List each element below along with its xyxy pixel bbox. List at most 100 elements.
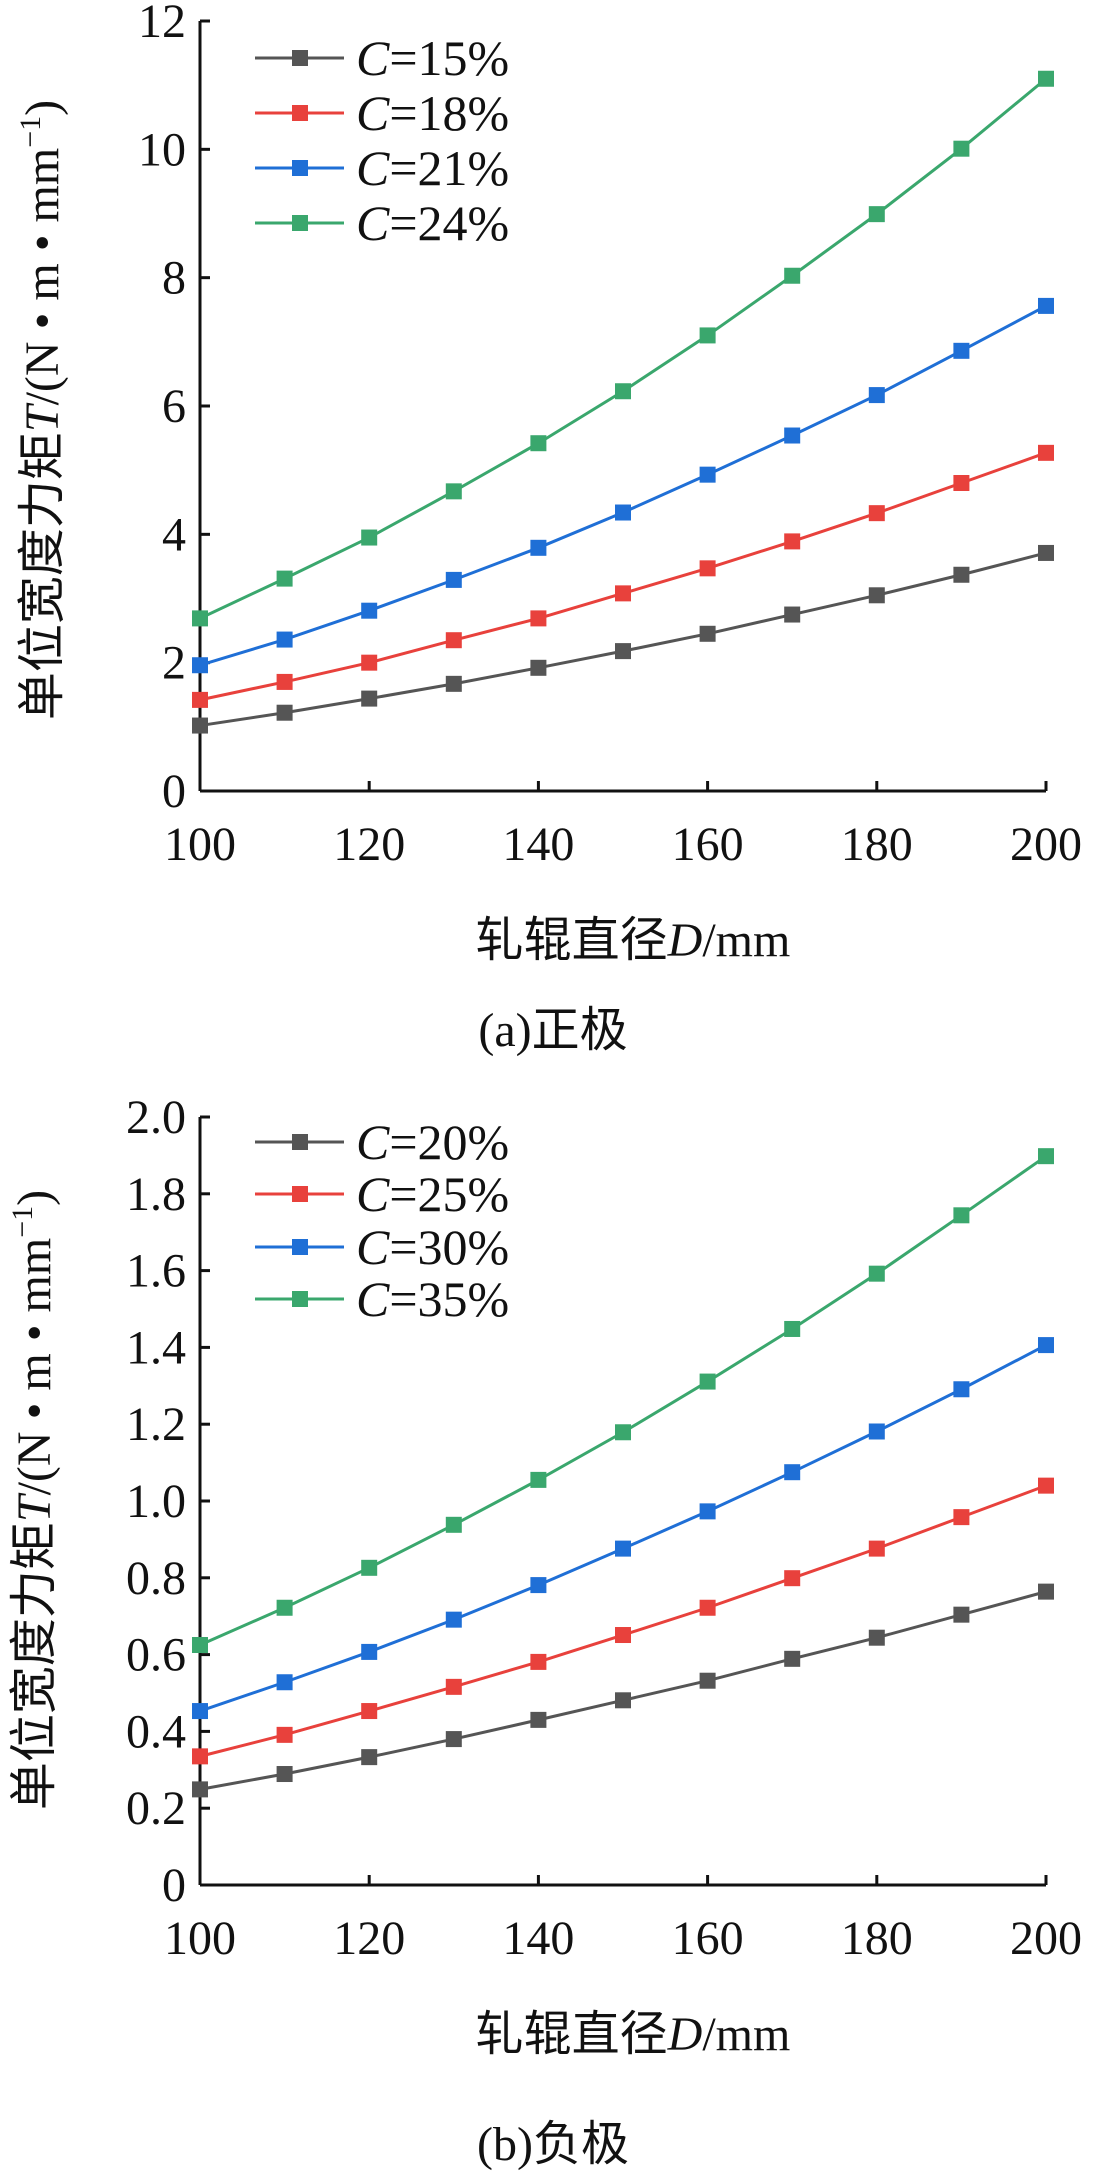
data-point (784, 533, 801, 550)
data-point (953, 566, 970, 583)
data-point (784, 267, 801, 284)
legend-value: =15% (389, 30, 509, 86)
y-axis-label-sup: −1 (14, 116, 47, 148)
x-axis-label-unit: /mm (702, 914, 790, 967)
panel-caption: (a)正极 (478, 1004, 627, 1057)
data-point (699, 1599, 716, 1616)
data-point (784, 1320, 801, 1337)
y-tick-label: 6 (162, 380, 186, 433)
chart-panel-b: 0 0.2 0.4 0.6 0.8 1.0 1.2 1.4 1.6 1.8 2.0 100 120 140… (6, 1091, 1082, 2171)
data-point (530, 1711, 547, 1728)
series-line (199, 551, 1047, 728)
x-tick-label: 100 (164, 1912, 236, 1965)
data-point (953, 1207, 970, 1224)
data-point (1038, 1583, 1054, 1600)
series-line (199, 1484, 1047, 1758)
x-axis-label-text: 轧辊直径 (476, 914, 668, 967)
data-point (784, 427, 801, 444)
legend-var: C (356, 195, 390, 251)
legend-value: =25% (389, 1166, 509, 1222)
data-point (615, 643, 631, 660)
series-C=21%: C=21% (192, 140, 1054, 674)
legend-marker (292, 1291, 308, 1307)
legend-label: C=35% (356, 1271, 509, 1327)
x-axis-label-text: 轧辊直径 (476, 2008, 668, 2061)
data-point (361, 1643, 378, 1660)
data-point (530, 610, 547, 627)
data-point (615, 383, 631, 400)
y-tick-label: 8 (162, 252, 186, 305)
y-tick-label: 1.6 (126, 1245, 186, 1298)
data-point (530, 539, 547, 556)
legend-value: =21% (389, 140, 509, 196)
data-point (361, 654, 378, 671)
data-point (615, 1627, 631, 1644)
x-tick-label: 100 (164, 818, 236, 871)
chart-panel-a: 0 2 4 6 8 10 12 100 120 140 160 180 200 轧辊直径D/mm 单位宽度力… (14, 0, 1082, 1057)
data-point (953, 1509, 970, 1526)
data-point (530, 1653, 547, 1670)
data-point (445, 675, 462, 692)
data-point (276, 704, 293, 721)
y-tick-label: 0.6 (126, 1629, 186, 1682)
data-point (192, 1637, 208, 1653)
y-tick-label: 2.0 (126, 1091, 186, 1144)
data-point (445, 1611, 462, 1628)
x-tick-label: 140 (502, 818, 574, 871)
y-axis-label: 单位宽度力矩T/(N • m • mm−1) (6, 1190, 61, 1810)
data-point (192, 691, 208, 708)
data-point (1038, 444, 1054, 461)
series-C=18%: C=18% (192, 85, 1054, 708)
data-point (615, 1424, 631, 1441)
y-tick-label: 1.4 (126, 1321, 186, 1374)
data-point (445, 1516, 462, 1533)
data-point (1038, 544, 1054, 561)
legend-label: C=15% (356, 30, 509, 86)
data-point (699, 1503, 716, 1520)
legend-label: C=30% (356, 1219, 509, 1275)
x-tick-label: 200 (1010, 1912, 1082, 1965)
data-point (615, 585, 631, 602)
legend-var: C (356, 1166, 390, 1222)
y-tick-label: 0 (162, 1859, 186, 1912)
legend-var: C (356, 30, 390, 86)
data-point (276, 1599, 293, 1616)
data-point (276, 570, 293, 587)
y-tick-label: 10 (138, 123, 186, 176)
series-line (199, 451, 1047, 702)
legend-value: =30% (389, 1219, 509, 1275)
data-point (784, 1464, 801, 1481)
data-point (361, 690, 378, 707)
data-point (868, 1423, 885, 1440)
x-axis-label-unit: /mm (702, 2008, 790, 2061)
data-point (530, 659, 547, 676)
y-tick-label: 1.2 (126, 1398, 186, 1451)
data-point (192, 1703, 208, 1720)
data-point (615, 1692, 631, 1709)
data-point (361, 529, 378, 546)
data-point (953, 1381, 970, 1398)
data-point (699, 625, 716, 642)
legend-marker (292, 160, 308, 176)
x-tick-label: 120 (333, 818, 405, 871)
series-line (199, 77, 1047, 620)
y-tick-label: 1.8 (126, 1168, 186, 1221)
data-point (868, 206, 885, 223)
legend-label: C=24% (356, 195, 509, 251)
legend-label: C=25% (356, 1166, 509, 1222)
y-axis-label-text: 单位宽度力矩 (8, 1522, 61, 1810)
legend-value: =24% (389, 195, 509, 251)
x-tick-label: 120 (333, 1912, 405, 1965)
data-point (868, 1629, 885, 1646)
legend-var: C (356, 85, 390, 141)
data-point (868, 1540, 885, 1557)
legend-value: =35% (389, 1271, 509, 1327)
x-axis-label-var: D (667, 914, 703, 967)
x-tick-label: 180 (841, 818, 913, 871)
data-point (699, 560, 716, 577)
data-point (868, 387, 885, 404)
data-point (192, 717, 208, 734)
y-axis-label-unit: /(N • m • mm (8, 1238, 61, 1496)
x-tick-label: 140 (502, 1912, 574, 1965)
data-point (361, 602, 378, 619)
